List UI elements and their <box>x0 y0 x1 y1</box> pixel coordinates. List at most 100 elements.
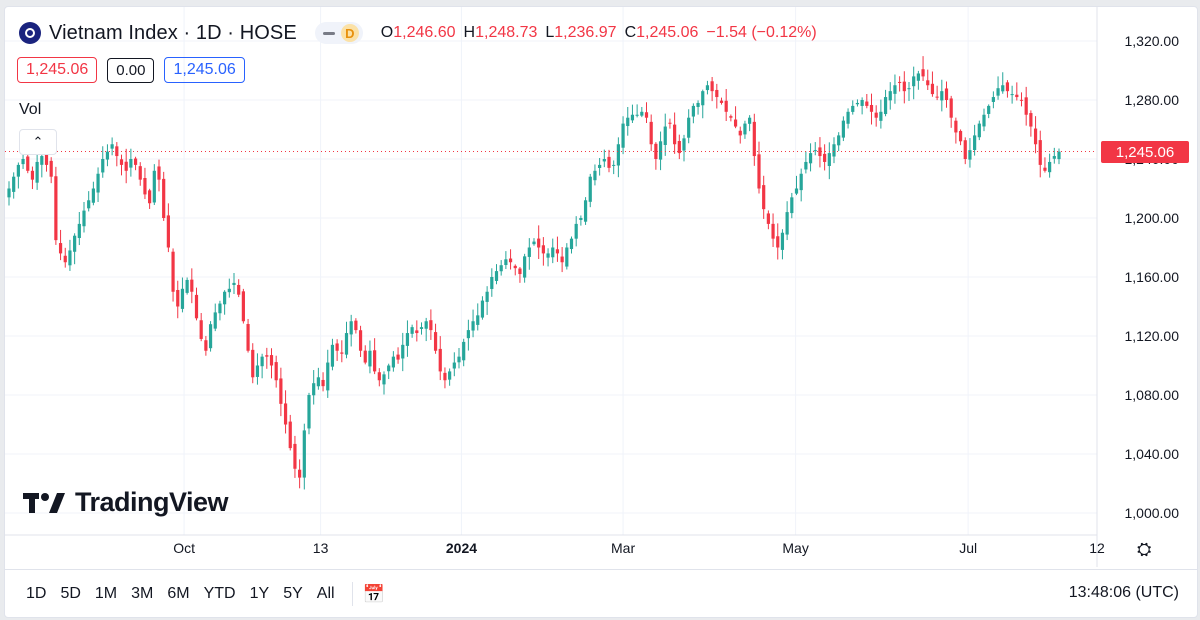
candle-body <box>827 153 831 166</box>
calendar-goto-icon[interactable]: 📅 <box>362 583 385 604</box>
candle-body <box>452 362 456 369</box>
candle-body <box>602 159 606 162</box>
candle-body <box>82 210 86 227</box>
candle-body <box>1033 128 1038 145</box>
symbol-title[interactable]: Vietnam Index · 1D · HOSE <box>49 21 297 44</box>
candle-body <box>851 105 855 112</box>
candle-body <box>466 330 470 339</box>
candle-body <box>485 291 489 302</box>
range-3m[interactable]: 3M <box>131 585 154 602</box>
range-1m[interactable]: 1M <box>94 585 118 602</box>
candle-body <box>148 190 152 204</box>
candle-body <box>762 185 766 210</box>
x-tick-label: Oct <box>173 540 195 556</box>
candle-body <box>68 250 72 266</box>
ohlc-readout: O1,246.60 H1,248.73 L1,236.97 C1,245.06 … <box>381 24 817 42</box>
candle-body <box>588 176 592 202</box>
candle-body <box>719 100 724 103</box>
candle-body <box>232 282 236 285</box>
range-5d[interactable]: 5D <box>60 585 81 602</box>
candle-body <box>21 159 25 165</box>
x-tick-label: May <box>782 540 808 556</box>
candle-body <box>129 159 133 168</box>
candle-body <box>363 350 367 363</box>
candle-body <box>508 258 513 263</box>
sell-button[interactable]: 1,245.06 <box>17 57 98 83</box>
tradingview-logo-icon <box>23 492 65 513</box>
candle-body <box>77 223 81 239</box>
y-tick-label: 1,200.00 <box>1125 210 1180 226</box>
range-ytd[interactable]: YTD <box>203 585 236 602</box>
candle-body <box>860 100 864 106</box>
candle-body <box>1043 167 1047 171</box>
candle-body <box>279 378 283 404</box>
candle-body <box>752 121 756 157</box>
candle-body <box>532 241 536 245</box>
candle-body <box>91 188 95 203</box>
range-6m[interactable]: 6M <box>167 585 190 602</box>
candle-body <box>227 288 231 293</box>
candle-body <box>644 112 649 118</box>
volume-label[interactable]: Vol <box>19 101 42 118</box>
candle-body <box>44 151 49 165</box>
candlestick-chart[interactable]: 1,000.00 1,040.00 1,080.00 1,120.00 1,160.00… <box>5 7 1197 567</box>
candle-body <box>785 212 789 235</box>
candle-body <box>944 88 949 100</box>
candle-body <box>101 159 105 173</box>
candle-body <box>630 114 635 121</box>
interval-pill[interactable]: D <box>314 22 363 44</box>
candle-body <box>1057 151 1061 160</box>
ohlc-low-key: L <box>545 24 555 41</box>
y-tick-label: 1,320.00 <box>1125 33 1180 49</box>
candle-body <box>612 164 616 166</box>
candle-body <box>312 383 316 396</box>
candle-body <box>387 365 391 372</box>
candle-body <box>391 356 395 368</box>
symbol-logo-icon <box>19 22 41 44</box>
candle-body <box>218 303 222 314</box>
candle-body <box>705 85 710 91</box>
chevron-up-icon: ⌃ <box>32 134 44 149</box>
candle-body <box>138 166 142 180</box>
candle-body <box>757 154 761 189</box>
candle-body <box>494 271 499 281</box>
buy-button[interactable]: 1,245.06 <box>164 57 245 83</box>
candle-body <box>223 291 227 305</box>
candle-body <box>916 73 920 81</box>
axis-settings-icon[interactable]: ⛭ <box>1137 539 1152 559</box>
candle-body <box>583 200 588 222</box>
candle-body <box>790 197 794 214</box>
candle-body <box>73 235 77 252</box>
range-1d[interactable]: 1D <box>26 585 47 602</box>
candle-body <box>274 362 278 381</box>
utc-clock[interactable]: 13:48:06 (UTC) <box>1068 584 1179 601</box>
candle-body <box>241 291 245 322</box>
y-tick-label: 1,040.00 <box>1125 446 1180 462</box>
candle-body <box>208 324 213 349</box>
candle-body <box>349 321 353 335</box>
candle-body <box>921 69 925 77</box>
range-5y[interactable]: 5Y <box>283 585 303 602</box>
y-tick-label: 1,160.00 <box>1125 269 1180 285</box>
candle-body <box>710 81 714 92</box>
candle-body <box>682 138 686 151</box>
range-1y[interactable]: 1Y <box>249 585 270 602</box>
candle-body <box>1024 97 1028 115</box>
range-all[interactable]: All <box>316 585 335 602</box>
candle-body <box>879 111 883 121</box>
candle-body <box>7 188 11 198</box>
candle-body <box>1005 82 1010 92</box>
candle-body <box>162 178 166 218</box>
candle-body <box>729 116 733 118</box>
candle-body <box>335 343 339 351</box>
candle-body <box>298 469 302 478</box>
candle-body <box>157 166 161 180</box>
collapse-legend-button[interactable]: ⌃ <box>19 129 57 155</box>
candle-body <box>766 213 770 224</box>
candle-body <box>673 124 677 145</box>
candle-body <box>288 421 292 449</box>
candle-body <box>687 117 691 138</box>
candle-body <box>513 265 517 269</box>
candle-body <box>213 312 217 329</box>
candle-body <box>358 330 363 351</box>
